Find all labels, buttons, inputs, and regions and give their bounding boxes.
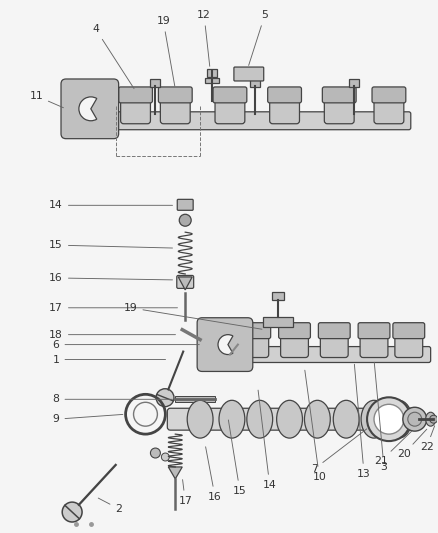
Circle shape bbox=[62, 502, 82, 522]
Text: 9: 9 bbox=[53, 414, 123, 424]
FancyBboxPatch shape bbox=[234, 67, 264, 81]
Ellipse shape bbox=[386, 400, 412, 438]
FancyBboxPatch shape bbox=[215, 96, 245, 124]
Text: 20: 20 bbox=[397, 429, 427, 459]
Text: 14: 14 bbox=[49, 200, 173, 211]
Text: 15: 15 bbox=[49, 240, 173, 250]
FancyBboxPatch shape bbox=[270, 96, 300, 124]
FancyBboxPatch shape bbox=[160, 96, 190, 124]
Text: 19: 19 bbox=[124, 303, 262, 329]
Ellipse shape bbox=[187, 400, 213, 438]
FancyBboxPatch shape bbox=[324, 96, 354, 124]
Ellipse shape bbox=[426, 412, 436, 426]
Wedge shape bbox=[79, 97, 97, 121]
Wedge shape bbox=[218, 335, 233, 354]
Text: 4: 4 bbox=[92, 24, 134, 88]
FancyBboxPatch shape bbox=[61, 79, 119, 139]
Bar bbox=[272, 292, 283, 300]
FancyBboxPatch shape bbox=[281, 332, 308, 358]
FancyBboxPatch shape bbox=[374, 96, 404, 124]
FancyBboxPatch shape bbox=[109, 112, 411, 130]
FancyBboxPatch shape bbox=[177, 276, 194, 288]
FancyBboxPatch shape bbox=[318, 322, 350, 338]
Circle shape bbox=[156, 389, 174, 407]
FancyBboxPatch shape bbox=[358, 322, 390, 338]
FancyBboxPatch shape bbox=[119, 87, 152, 103]
Text: 12: 12 bbox=[197, 10, 211, 66]
FancyBboxPatch shape bbox=[393, 322, 425, 338]
FancyBboxPatch shape bbox=[241, 332, 268, 358]
Polygon shape bbox=[178, 277, 192, 290]
FancyBboxPatch shape bbox=[167, 408, 417, 430]
Ellipse shape bbox=[219, 400, 245, 438]
Text: 11: 11 bbox=[29, 91, 64, 108]
Bar bbox=[150, 79, 160, 87]
Text: 15: 15 bbox=[228, 420, 247, 496]
Text: 17: 17 bbox=[178, 480, 192, 506]
FancyBboxPatch shape bbox=[197, 318, 253, 372]
Bar bbox=[250, 79, 260, 87]
Text: 1: 1 bbox=[53, 354, 166, 365]
FancyBboxPatch shape bbox=[268, 87, 301, 103]
Text: 6: 6 bbox=[53, 340, 199, 350]
FancyBboxPatch shape bbox=[177, 199, 193, 211]
Bar bbox=[207, 69, 217, 77]
Text: 18: 18 bbox=[49, 329, 176, 340]
Text: 5: 5 bbox=[249, 10, 268, 66]
Circle shape bbox=[161, 453, 170, 461]
Text: 2: 2 bbox=[98, 498, 122, 514]
Bar bbox=[205, 78, 219, 83]
Polygon shape bbox=[168, 467, 182, 479]
Text: 3: 3 bbox=[374, 362, 387, 472]
FancyBboxPatch shape bbox=[239, 322, 271, 338]
Ellipse shape bbox=[361, 400, 387, 438]
Text: 21: 21 bbox=[374, 431, 412, 466]
Ellipse shape bbox=[304, 400, 330, 438]
Text: 7: 7 bbox=[311, 429, 367, 474]
Text: 17: 17 bbox=[49, 303, 177, 313]
Text: 14: 14 bbox=[258, 390, 276, 490]
Circle shape bbox=[374, 404, 404, 434]
Text: 22: 22 bbox=[420, 426, 434, 452]
Bar bbox=[349, 79, 359, 87]
FancyBboxPatch shape bbox=[360, 332, 388, 358]
Bar bbox=[175, 397, 215, 402]
FancyBboxPatch shape bbox=[228, 346, 431, 362]
Ellipse shape bbox=[333, 400, 359, 438]
FancyBboxPatch shape bbox=[320, 332, 348, 358]
Circle shape bbox=[150, 448, 160, 458]
Bar bbox=[263, 317, 293, 327]
Circle shape bbox=[179, 214, 191, 226]
FancyBboxPatch shape bbox=[159, 87, 192, 103]
FancyBboxPatch shape bbox=[279, 322, 311, 338]
FancyBboxPatch shape bbox=[372, 87, 406, 103]
Text: 13: 13 bbox=[354, 364, 371, 479]
Circle shape bbox=[403, 407, 427, 431]
Text: 16: 16 bbox=[205, 447, 222, 502]
Ellipse shape bbox=[247, 400, 273, 438]
FancyBboxPatch shape bbox=[395, 332, 423, 358]
Circle shape bbox=[430, 415, 438, 423]
Text: 19: 19 bbox=[156, 17, 175, 86]
Circle shape bbox=[367, 397, 411, 441]
Text: 10: 10 bbox=[305, 370, 326, 482]
FancyBboxPatch shape bbox=[120, 96, 150, 124]
Text: 8: 8 bbox=[53, 394, 173, 405]
Text: 16: 16 bbox=[49, 273, 173, 283]
Circle shape bbox=[408, 412, 422, 426]
FancyBboxPatch shape bbox=[213, 87, 247, 103]
Ellipse shape bbox=[277, 400, 303, 438]
FancyBboxPatch shape bbox=[322, 87, 356, 103]
